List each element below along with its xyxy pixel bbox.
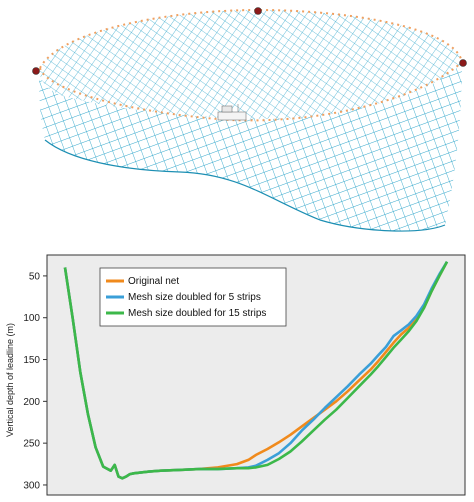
buoy-left [32, 67, 40, 75]
net-body [39, 10, 463, 232]
y-tick-label: 250 [23, 439, 40, 450]
y-tick-label: 150 [23, 355, 40, 366]
net-top-surface [39, 29, 462, 119]
vessel-icon [217, 104, 247, 121]
buoy-right [459, 59, 467, 67]
legend-label-5-strips: Mesh size doubled for 5 strips [128, 292, 261, 303]
y-tick-label: 50 [29, 271, 41, 282]
buoy-top [254, 7, 262, 15]
y-axis-label: Vertical depth of leadline (m) [5, 323, 15, 437]
legend-box [99, 267, 287, 327]
y-axis-ticks: 50 100 150 200 250 300 [23, 271, 47, 491]
leadline-depth-chart: Vertical depth of leadline (m) 50 100 150 2… [5, 254, 466, 496]
y-tick-label: 100 [23, 313, 40, 324]
net-side-wall [39, 62, 463, 232]
series-line-2 [63, 261, 449, 480]
y-tick-label: 300 [23, 480, 40, 491]
net-back-wall [40, 10, 462, 68]
net-leadline [44, 139, 446, 232]
y-tick-label: 200 [23, 397, 40, 408]
float-line [39, 8, 463, 122]
legend: Original net Mesh size doubled for 5 str… [99, 267, 287, 327]
net-illustration [32, 7, 467, 232]
series-lines [63, 261, 449, 480]
legend-label-original: Original net [128, 276, 179, 287]
legend-label-15-strips: Mesh size doubled for 15 strips [128, 308, 266, 319]
